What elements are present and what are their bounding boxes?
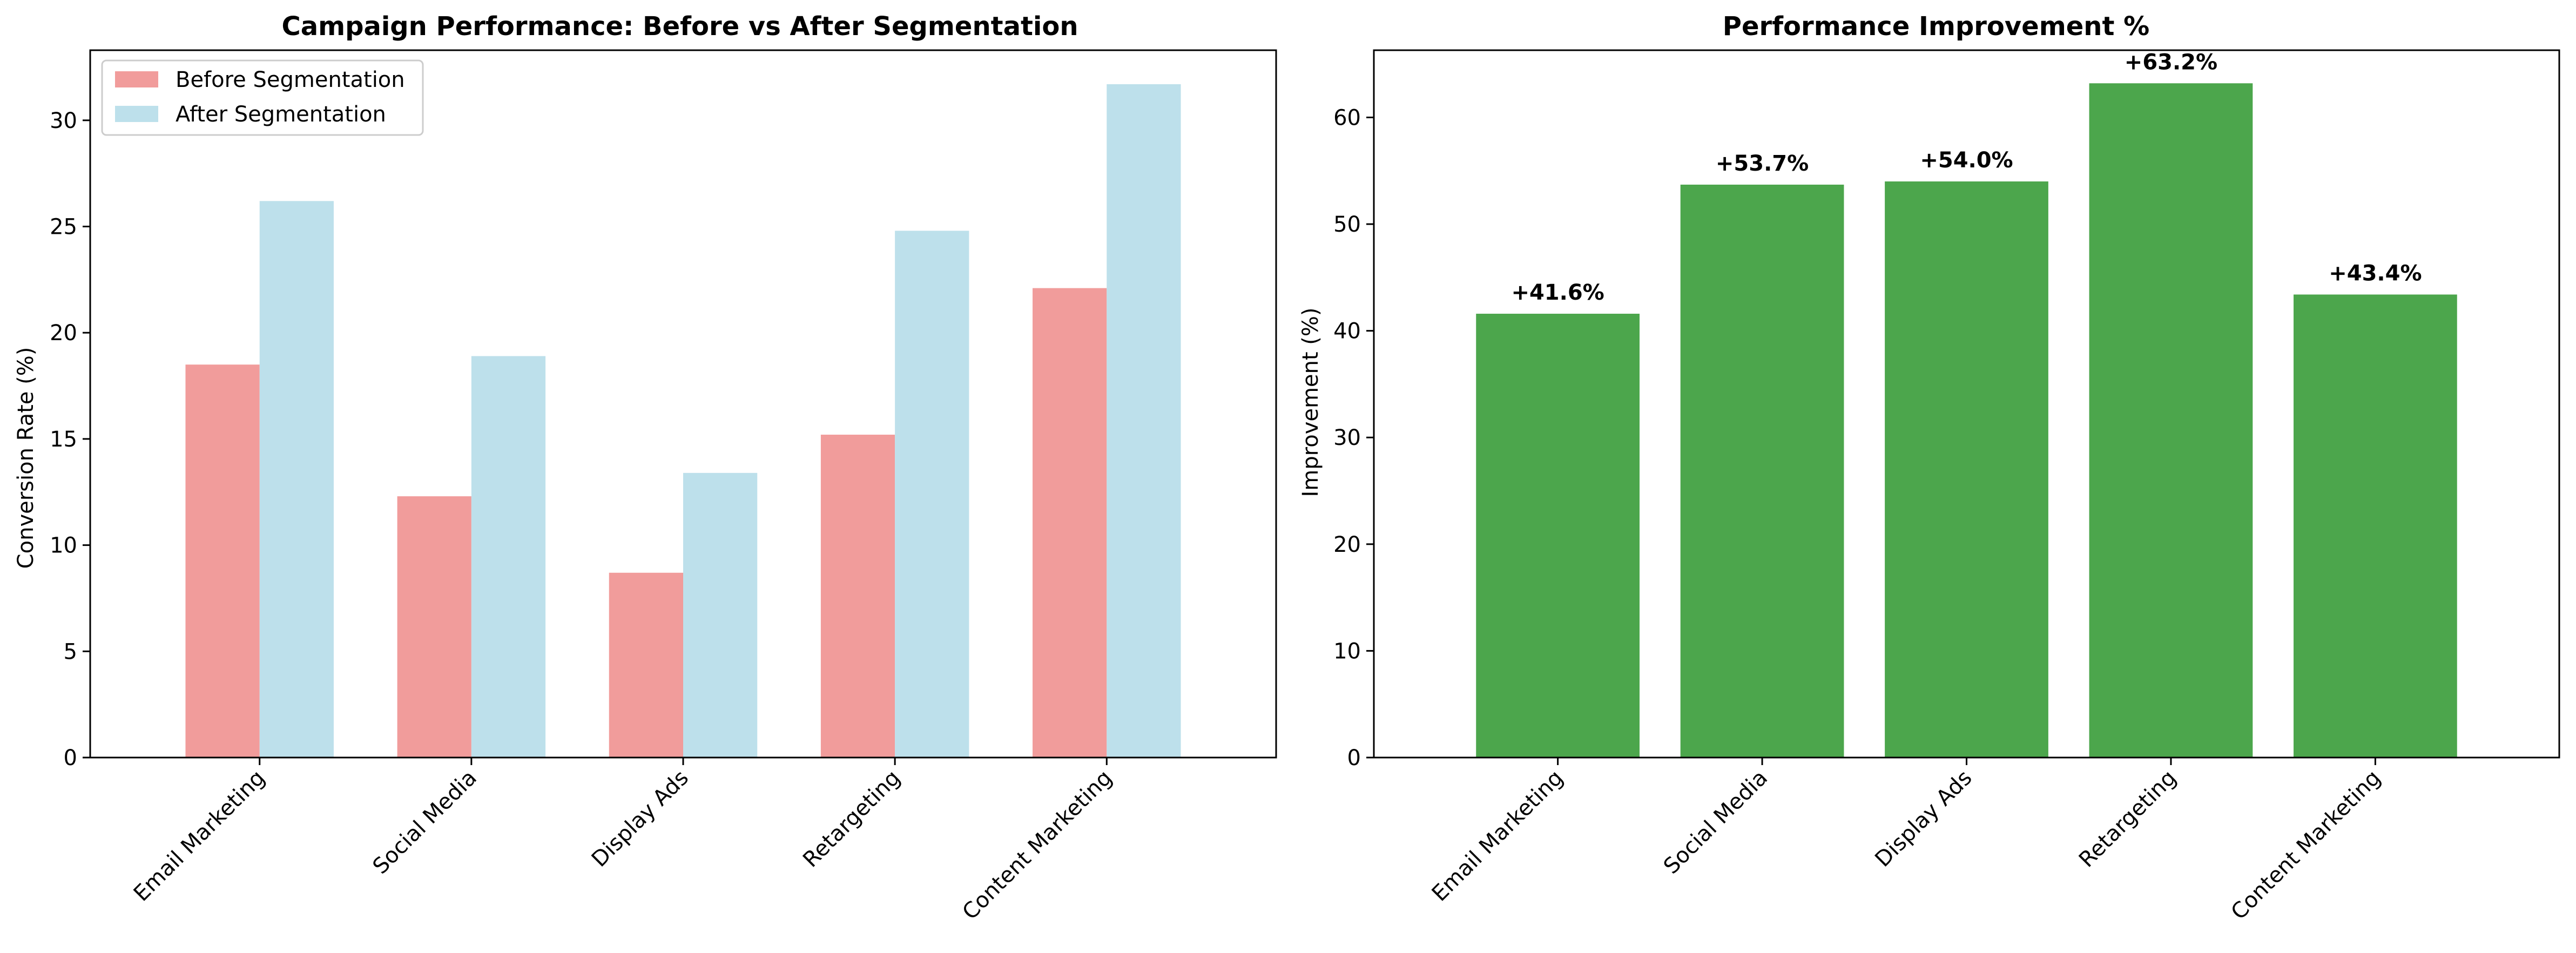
bar-retargeting <box>2089 83 2253 758</box>
data-label-email-marketing: +41.6% <box>1511 280 1604 305</box>
bar-before-segmentation-content-marketing <box>1033 288 1107 758</box>
legend-swatch-before <box>115 71 158 87</box>
plot-frame <box>1373 49 2560 759</box>
legend-swatch-after <box>115 106 158 122</box>
bar-after-segmentation-display-ads <box>683 472 758 758</box>
legend-label-after: After Segmentation <box>176 102 386 127</box>
y-ticks: 0 10 20 30 40 50 60 <box>1333 105 1374 770</box>
bar-before-segmentation-retargeting <box>820 435 895 758</box>
y-tick-label: 0 <box>64 746 77 770</box>
bar-before-segmentation-display-ads <box>609 572 683 758</box>
legend: Before Segmentation After Segmentation <box>101 59 424 136</box>
bars <box>185 84 1181 758</box>
bars <box>1476 83 2457 758</box>
y-axis-label: Improvement (%) <box>1298 307 1323 497</box>
bar-after-segmentation-content-marketing <box>1107 84 1181 758</box>
y-tick-label: 5 <box>64 639 77 664</box>
y-tick-label: 15 <box>50 427 77 452</box>
y-tick-label: 20 <box>1333 532 1361 557</box>
bar-social-media <box>1680 184 1844 758</box>
bar-before-segmentation-email-marketing <box>185 364 260 758</box>
y-tick-label: 40 <box>1333 319 1361 344</box>
y-tick-label: 10 <box>1333 639 1361 664</box>
chart-title: Campaign Performance: Before vs After Se… <box>281 11 1078 42</box>
bar-before-segmentation-social-media <box>397 496 471 758</box>
y-tick-label: 60 <box>1333 105 1361 130</box>
bar-email-marketing <box>1476 314 1640 758</box>
y-axis-label: Conversion Rate (%) <box>14 347 38 569</box>
y-tick-label: 30 <box>50 109 77 133</box>
y-tick-label: 20 <box>50 321 77 346</box>
bar-after-segmentation-retargeting <box>895 231 969 758</box>
y-ticks: 0 5 10 15 20 25 30 <box>50 109 90 770</box>
bar-content-marketing <box>2294 294 2457 758</box>
data-label-retargeting: +63.2% <box>2125 50 2217 75</box>
chart-title: Performance Improvement % <box>1723 11 2149 42</box>
y-tick-label: 0 <box>1347 746 1361 770</box>
y-tick-label: 50 <box>1333 212 1361 237</box>
bar-display-ads <box>1885 181 2048 758</box>
legend-label-before: Before Segmentation <box>176 67 405 92</box>
data-label-content-marketing: +43.4% <box>2329 261 2422 286</box>
data-labels: +41.6% +53.7% +54.0% +63.2% +43.4% <box>1511 50 2422 305</box>
legend-box <box>101 59 424 136</box>
data-label-display-ads: +54.0% <box>1920 148 2013 173</box>
y-tick-label: 10 <box>50 533 77 558</box>
y-tick-label: 30 <box>1333 425 1361 450</box>
plot-frame <box>89 49 1277 759</box>
y-tick-label: 25 <box>50 215 77 240</box>
bar-after-segmentation-social-media <box>471 356 546 758</box>
data-label-social-media: +53.7% <box>1716 151 1809 176</box>
bar-after-segmentation-email-marketing <box>259 201 334 758</box>
